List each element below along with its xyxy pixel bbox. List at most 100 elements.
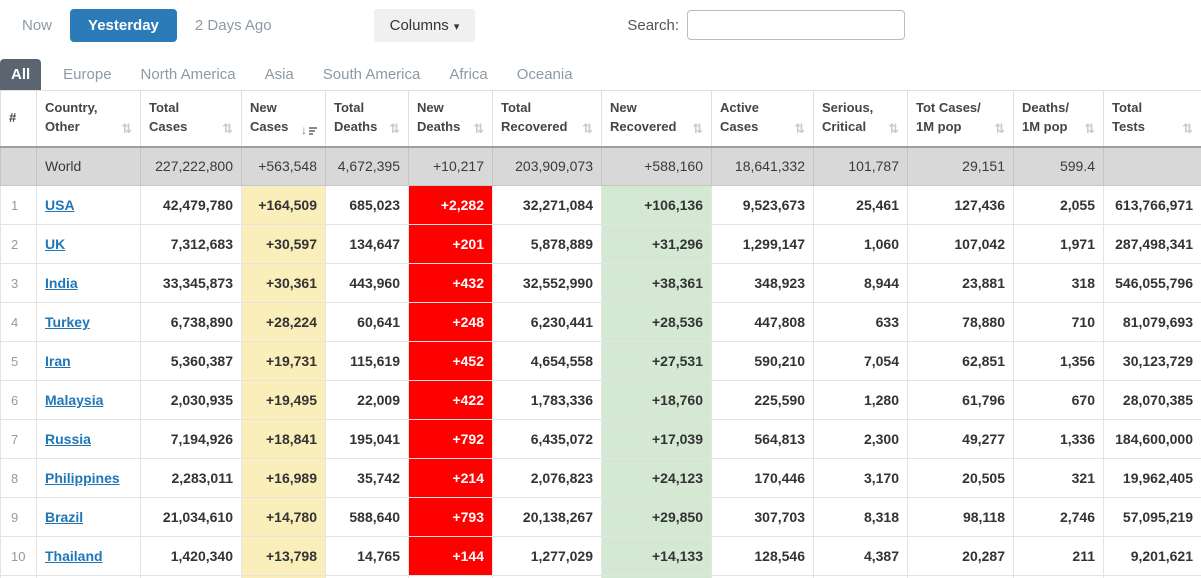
cell-total_cases: 227,222,800 [140,146,242,186]
cell-serious_critical: 1,280 [813,380,908,420]
column-header-serious_critical[interactable]: Serious, Critical ⇅ [813,90,908,148]
column-header-tot_cases_1m[interactable]: Tot Cases/1M pop ⇅ [907,90,1014,148]
cell-tot_cases_1m: 20,287 [907,536,1014,576]
column-header-label: Active [720,100,760,116]
cell-total_deaths: 60,641 [325,302,409,342]
cell-deaths_1m: 670 [1013,380,1104,420]
time-filter-yesterday[interactable]: Yesterday [70,8,177,42]
cell-active_cases: 225,590 [711,380,814,420]
cell-tot_cases_1m: 62,851 [907,341,1014,381]
search-input[interactable] [687,10,906,40]
sort-both-icon: ⇅ [582,121,593,137]
cell-deaths_1m: 1,356 [1013,341,1104,381]
column-header-label: Deaths [417,119,461,135]
cell-total_deaths: 22,009 [325,380,409,420]
column-header-total_deaths[interactable]: Total Deaths ⇅ [325,90,409,148]
cell-total_deaths: 588,640 [325,497,409,537]
cell-total_tests [1103,146,1201,186]
column-header-label: Other [45,119,80,135]
column-header-label: Recovered [501,119,568,135]
table-row: 2 UK 7,312,683 +30,597 134,647 +201 5,878,889 +… [0,224,1201,264]
cell-country: Brazil [36,497,141,537]
time-filter-now[interactable]: Now [22,16,53,34]
column-header-new_deaths[interactable]: New Deaths ⇅ [408,90,493,148]
sort-both-icon: ⇅ [1084,121,1095,137]
cell-rank [0,146,37,186]
country-link[interactable]: Iran [45,353,71,369]
tab-oceania[interactable]: Oceania [516,66,573,83]
sort-both-icon: ⇅ [888,121,899,137]
column-header-country[interactable]: Country, Other ⇅ [36,90,141,148]
cell-deaths_1m: 321 [1013,458,1104,498]
table-row: 5 Iran 5,360,387 +19,731 115,619 +452 4,654,55… [0,341,1201,381]
country-link[interactable]: Russia [45,431,91,447]
cell-deaths_1m: 211 [1013,536,1104,576]
cell-country: Turkey [36,302,141,342]
cell-new_deaths: +201 [408,224,493,264]
time-filter-2-days-ago[interactable]: 2 Days Ago [194,16,272,34]
country-link[interactable]: Brazil [45,509,84,525]
column-header-label: Total [334,100,365,116]
column-header-new_cases[interactable]: New Cases ↓ [241,90,326,148]
country-link[interactable]: USA [45,197,75,213]
cell-tot_cases_1m: 127,436 [907,185,1014,225]
column-header-label: Cases [250,119,289,135]
cell-country: Iran [36,341,141,381]
columns-dropdown-button[interactable]: Columns ▾ [373,8,476,42]
cell-new_cases: +13,798 [241,536,326,576]
country-link[interactable]: UK [45,236,66,252]
sort-both-icon: ⇅ [389,121,400,137]
cell-country: Malaysia [36,380,141,420]
cell-deaths_1m: 1,971 [1013,224,1104,264]
cell-total_cases: 42,479,780 [140,185,242,225]
table-row: 10 Thailand 1,420,340 +13,798 14,765 +144 1,27… [0,536,1201,576]
cell-total_deaths: 14,765 [325,536,409,576]
cell-new_recovered: +14,133 [601,536,712,576]
cell-new_cases: +19,495 [241,380,326,420]
country-link[interactable]: India [45,275,78,291]
search-group: Search: [627,10,906,40]
tab-asia[interactable]: Asia [264,66,294,83]
tab-europe[interactable]: Europe [63,66,112,83]
search-label: Search: [627,16,680,34]
cell-deaths_1m: 2,055 [1013,185,1104,225]
column-header-total_recovered[interactable]: Total Recovered ⇅ [492,90,602,148]
column-header-deaths_1m[interactable]: Deaths/1M pop ⇅ [1013,90,1104,148]
tab-south-america[interactable]: South America [322,66,421,83]
column-header-total_cases[interactable]: Total Cases ⇅ [140,90,242,148]
tab-north-america[interactable]: North America [140,66,236,83]
column-header-new_recovered[interactable]: New Recovered ⇅ [601,90,712,148]
country-link[interactable]: Philippines [45,470,120,486]
cell-new_deaths: +214 [408,458,493,498]
cell-new_deaths: +144 [408,536,493,576]
column-header-total_tests[interactable]: Total Tests ⇅ [1103,90,1201,148]
cell-new_deaths: +10,217 [408,146,493,186]
cell-active_cases: 348,923 [711,263,814,303]
cell-deaths_1m: 318 [1013,263,1104,303]
country-link[interactable]: Thailand [45,548,103,564]
cell-rank: 6 [0,380,37,420]
cell-tot_cases_1m: 49,277 [907,419,1014,459]
cell-new_cases: +563,548 [241,146,326,186]
cell-total_deaths: 134,647 [325,224,409,264]
cell-tot_cases_1m: 20,505 [907,458,1014,498]
cell-total_recovered: 32,271,084 [492,185,602,225]
cell-new_recovered: +24,123 [601,458,712,498]
cell-active_cases: 170,446 [711,458,814,498]
caret-down-icon: ▾ [453,20,460,33]
sort-both-icon: ⇅ [692,121,703,137]
cell-rank: 4 [0,302,37,342]
column-header-label: Deaths [334,119,378,135]
cell-active_cases: 590,210 [711,341,814,381]
table-row: 9 Brazil 21,034,610 +14,780 588,640 +793 20,13… [0,497,1201,537]
cell-serious_critical: 3,170 [813,458,908,498]
country-link[interactable]: Turkey [45,314,90,330]
tab-africa[interactable]: Africa [449,66,488,83]
tab-all[interactable]: All [0,59,42,90]
column-header-active_cases[interactable]: Active Cases ⇅ [711,90,814,148]
column-header-label: Tot Cases/ [916,100,981,116]
cell-tot_cases_1m: 29,151 [907,146,1014,186]
country-link[interactable]: Malaysia [45,392,104,408]
cell-new_deaths: +452 [408,341,493,381]
cell-deaths_1m: 599.4 [1013,146,1104,186]
